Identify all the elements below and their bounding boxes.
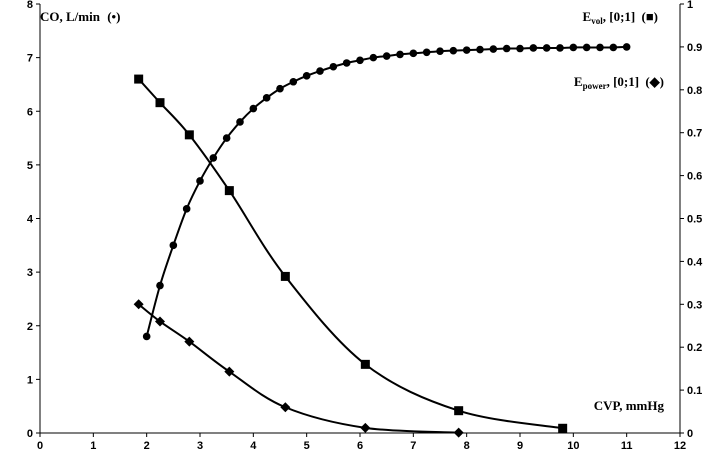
data-point-square	[454, 406, 464, 416]
x-tick-label: 8	[464, 440, 470, 452]
data-point-circle	[396, 50, 404, 59]
data-point-square	[280, 271, 290, 281]
data-point-circle	[596, 43, 604, 52]
y-right-tick-label: 0.3	[687, 299, 702, 311]
x-tick-label: 12	[674, 440, 686, 452]
y-left-tick-label: 2	[27, 321, 33, 333]
data-point-circle	[182, 205, 191, 213]
y-left-tick-label: 7	[27, 53, 33, 65]
x-tick-label: 7	[410, 440, 416, 452]
data-point-circle	[316, 67, 324, 75]
data-point-circle	[302, 72, 311, 80]
data-point-circle	[622, 43, 631, 51]
data-point-circle	[462, 46, 471, 54]
x-axis-label: CVP, mmHg	[594, 398, 665, 413]
series-line-diamond	[138, 303, 459, 434]
series-line-square	[137, 78, 563, 430]
data-point-circle	[209, 154, 218, 162]
data-point-circle	[249, 104, 258, 113]
y-right-tick-label: 0.5	[687, 214, 702, 226]
y-right-tick-label: 1	[687, 0, 693, 11]
data-point-diamond	[155, 316, 165, 327]
data-point-square	[558, 423, 568, 433]
data-point-circle	[222, 134, 231, 142]
right-axis-label-evol: Evol, [0;1] (■)	[583, 9, 658, 26]
data-point-circle	[382, 52, 391, 60]
y-right-tick-label: 0.8	[687, 85, 702, 97]
data-point-circle	[436, 47, 444, 55]
y-left-tick-label: 1	[27, 374, 33, 386]
y-left-tick-label: 6	[27, 106, 33, 118]
data-point-circle	[236, 118, 244, 126]
y-left-tick-label: 3	[27, 267, 33, 279]
data-point-diamond	[224, 366, 235, 377]
x-tick-label: 3	[197, 440, 203, 452]
y-right-tick-label: 0.9	[687, 42, 702, 54]
data-point-circle	[542, 44, 551, 52]
data-point-circle	[609, 43, 618, 52]
data-point-circle	[196, 177, 204, 185]
x-tick-label: 0	[37, 440, 43, 452]
data-point-circle	[369, 53, 378, 62]
y-left-tick-label: 8	[27, 0, 33, 11]
data-point-circle	[409, 49, 418, 58]
y-left-tick-label: 0	[27, 428, 33, 440]
data-point-diamond	[133, 299, 144, 310]
y-right-tick-label: 0.6	[687, 171, 702, 183]
left-axis-label: CO, L/min (•)	[40, 9, 120, 24]
x-tick-label: 6	[357, 440, 363, 452]
y-left-tick-label: 5	[27, 160, 33, 172]
data-point-circle	[449, 46, 458, 55]
y-right-tick-label: 0.2	[687, 342, 702, 354]
data-point-circle	[529, 44, 538, 52]
x-tick-label: 9	[517, 440, 523, 452]
x-tick-label: 10	[567, 440, 579, 452]
x-tick-label: 5	[304, 440, 310, 452]
data-point-circle	[516, 44, 524, 53]
y-right-tick-label: 0	[687, 428, 693, 440]
data-point-square	[184, 130, 194, 140]
data-point-circle	[569, 43, 578, 52]
series-lines	[137, 45, 627, 434]
series-line-circle	[145, 45, 627, 337]
data-point-circle	[556, 44, 564, 52]
x-tick-label: 4	[250, 440, 257, 452]
data-point-circle	[502, 44, 511, 53]
data-point-circle	[276, 84, 284, 93]
y-left-tick-label: 4	[27, 214, 34, 226]
data-point-circle	[356, 56, 364, 65]
data-point-circle	[489, 45, 498, 53]
data-point-circle	[476, 45, 484, 54]
data-point-square	[224, 186, 234, 196]
x-tick-label: 11	[621, 440, 633, 452]
y-right-tick-label: 0.4	[687, 256, 703, 268]
data-point-diamond	[280, 402, 291, 413]
data-point-circle	[329, 62, 338, 71]
data-point-square	[134, 74, 144, 84]
data-point-square	[155, 98, 165, 108]
data-point-square	[360, 359, 370, 369]
data-point-circle	[582, 43, 591, 52]
data-point-circle	[142, 332, 151, 341]
x-tick-label: 1	[90, 440, 96, 452]
data-point-circle	[169, 241, 178, 250]
series-markers	[133, 43, 631, 438]
data-point-circle	[262, 94, 271, 102]
data-point-diamond	[453, 427, 464, 438]
right-axis-label-epower: Epower, [0;1] (◆)	[574, 74, 664, 91]
y-right-tick-label: 0.1	[687, 385, 702, 397]
y-right-tick-label: 0.7	[687, 128, 702, 140]
data-point-diamond	[360, 422, 371, 433]
data-point-circle	[342, 59, 351, 67]
data-point-circle	[156, 281, 164, 290]
axes: 0 1 2 3 4 5 6 7 8 9 10 11 1201234567800.10.20.30.40.…	[27, 0, 703, 452]
x-tick-label: 2	[144, 440, 150, 452]
data-point-circle	[422, 48, 431, 57]
data-point-circle	[289, 77, 298, 86]
data-point-diamond	[184, 336, 195, 347]
